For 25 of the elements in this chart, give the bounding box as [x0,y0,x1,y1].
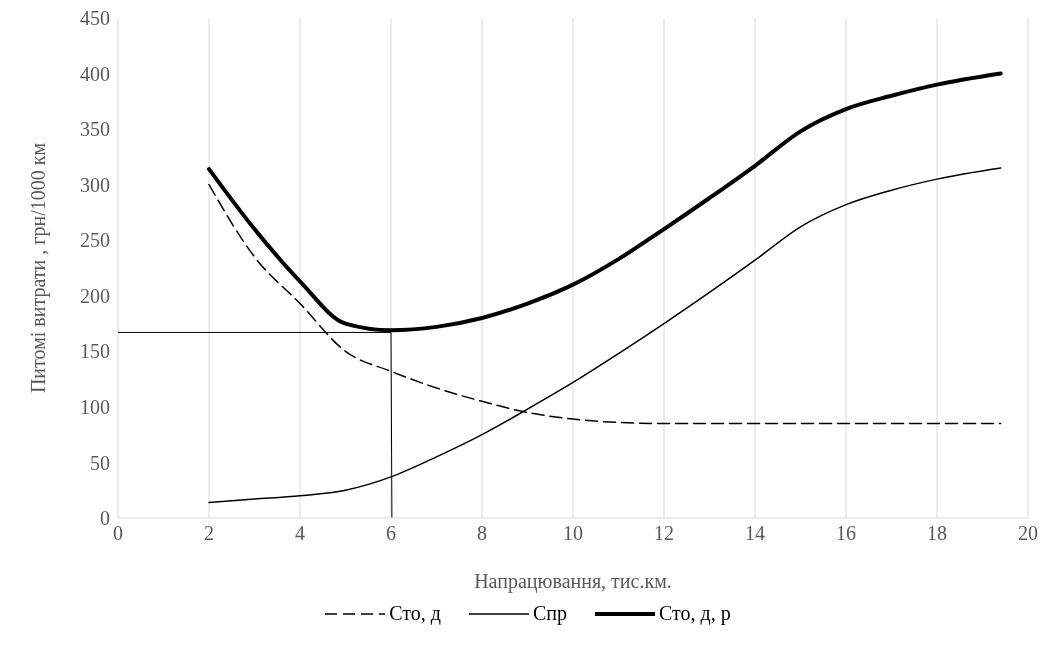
x-tick-label: 20 [1018,522,1038,545]
legend-label: Спр [532,602,568,625]
x-tick-label: 2 [204,522,214,545]
y-tick-label: 150 [80,340,110,363]
legend-label: Сто, д, р [659,602,731,625]
x-tick-label: 10 [563,522,583,545]
y-tick-label: 450 [80,7,110,30]
y-tick-label: 250 [80,229,110,252]
x-tick-label: 4 [295,522,305,545]
y-tick-label: 200 [80,284,110,307]
x-tick-label: 8 [477,522,487,545]
x-axis-title: Напрацювання, тис.км. [474,570,672,593]
x-tick-label: 6 [386,522,396,545]
y-tick-label: 100 [80,395,110,418]
y-tick-label: 300 [80,173,110,196]
y-tick-label: 400 [80,62,110,85]
x-tick-label: 18 [927,522,947,545]
legend-label: Сто, д [389,602,441,625]
y-tick-label: 350 [80,118,110,141]
x-tick-label: 14 [745,522,765,545]
x-tick-label: 16 [836,522,856,545]
y-tick-label: 0 [100,507,110,530]
y-axis-title: Питомі витрати , грн/1000 км [27,142,51,394]
y-tick-label: 50 [90,451,110,474]
x-tick-label: 12 [654,522,674,545]
